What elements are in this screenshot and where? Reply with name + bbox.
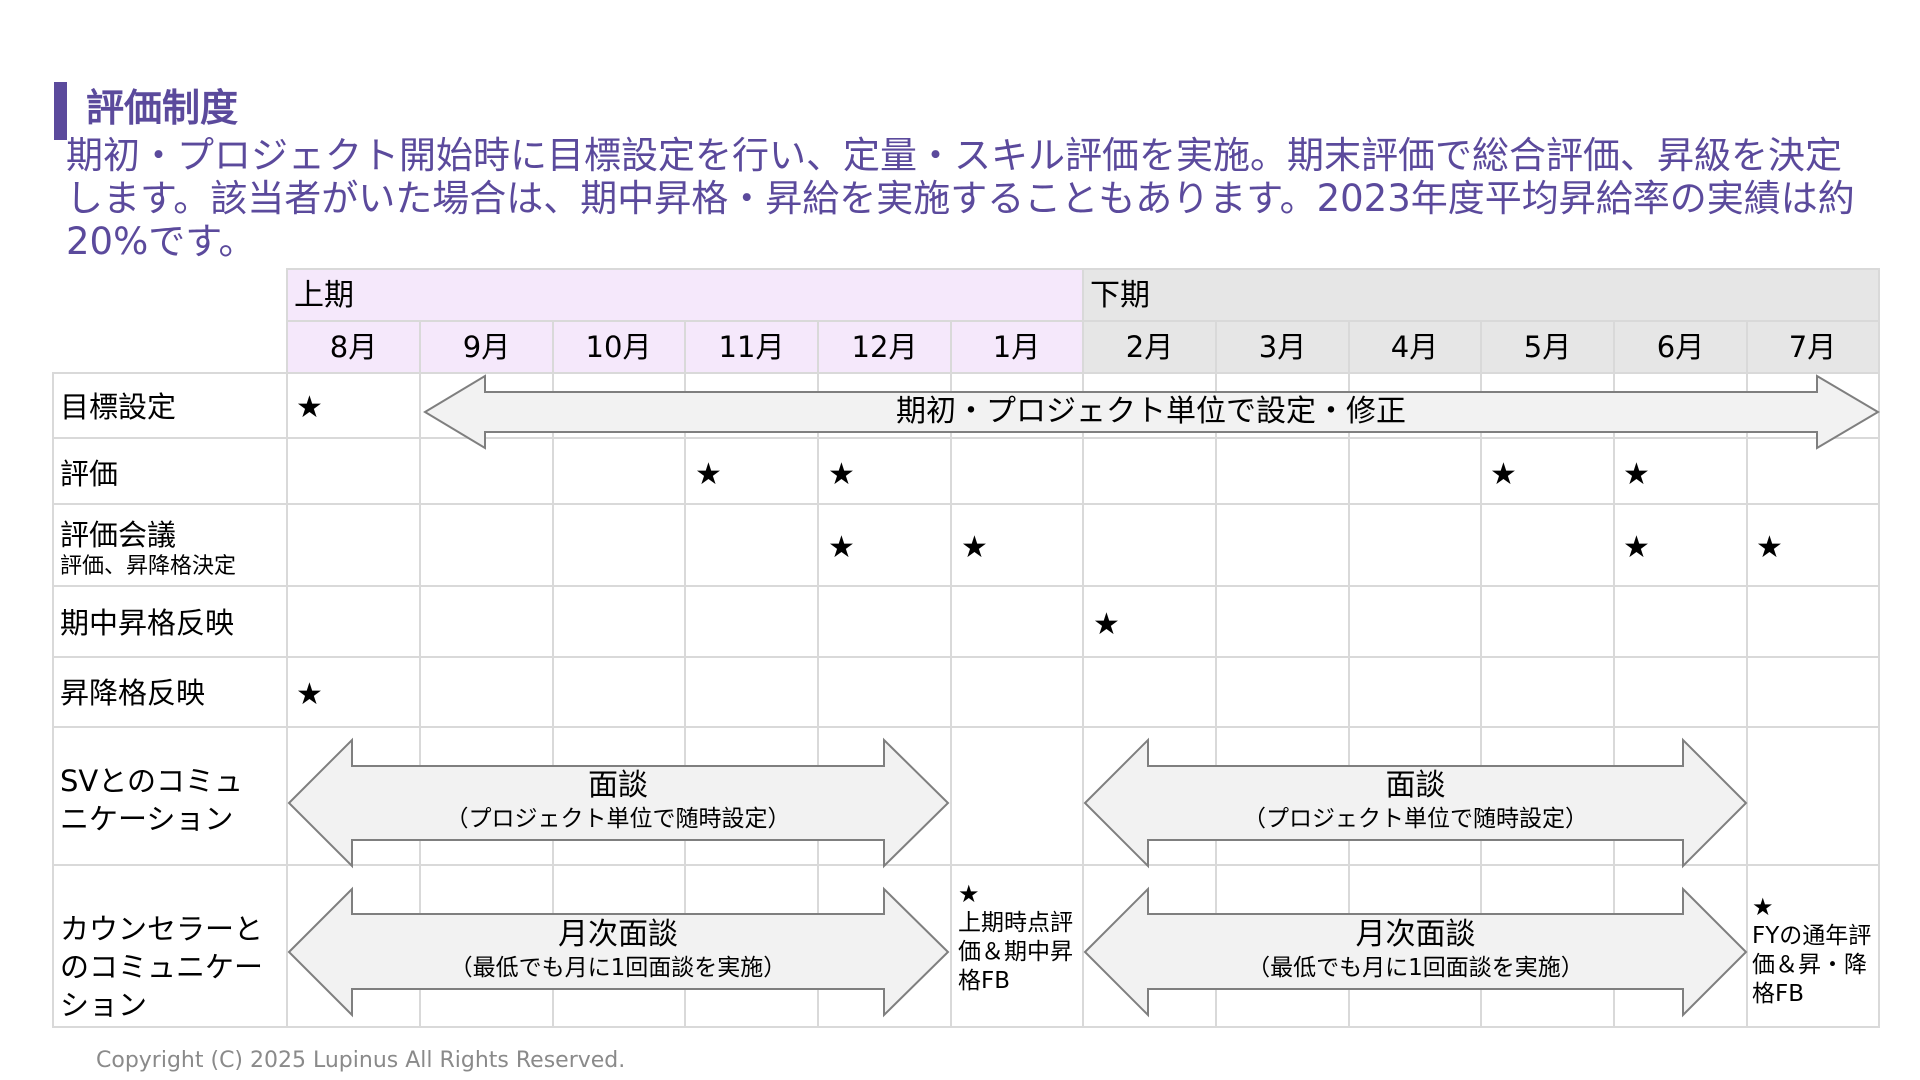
row-label-counselor-communication: カウンセラーとのコミュニケーション <box>60 912 264 1022</box>
sv-interview-label: 面談 <box>588 768 648 803</box>
page-title: 評価制度 <box>86 86 239 130</box>
row-label-evaluation-meeting: 評価会議 評価、昇降格決定 <box>60 516 236 580</box>
monthly-interview-sub-label: （最低でも月に1回面談を実施） <box>1247 955 1584 981</box>
counselor-second-half-arrow <box>1083 886 1748 1018</box>
row-label-evaluation-meeting-main: 評価会議 <box>60 518 177 552</box>
july-note: ★ FYの通年評価＆昇・降格FB <box>1752 893 1876 1009</box>
month-header: 9月 <box>462 330 511 364</box>
month-header: 6月 <box>1656 330 1705 364</box>
counselor-first-half-arrow <box>287 886 950 1018</box>
month-header: 5月 <box>1523 330 1572 364</box>
period-first-half: 上期 <box>294 278 354 313</box>
goal-setting-arrow <box>423 374 1880 450</box>
month-header: 10月 <box>585 330 652 364</box>
row-label-evaluation: 評価 <box>60 457 119 491</box>
star-marker: ★ <box>1756 530 1783 565</box>
sv-second-half-arrow <box>1083 737 1748 869</box>
copyright-text: Copyright (C) 2025 Lupinus All Rights Re… <box>96 1048 626 1073</box>
sv-interview-sub-label: （プロジェクト単位で随時設定） <box>445 806 791 832</box>
month-header: 1月 <box>992 330 1041 364</box>
month-header: 7月 <box>1788 330 1837 364</box>
counselor-second-half-arrow-label: 月次面談 （最低でも月に1回面談を実施） <box>1148 917 1683 983</box>
star-marker: ★ <box>1623 457 1650 492</box>
month-header: 4月 <box>1390 330 1439 364</box>
row-label-goal-setting: 目標設定 <box>60 390 177 424</box>
row-label-evaluation-meeting-sub: 評価、昇降格決定 <box>60 554 237 579</box>
title-accent-bar <box>54 82 67 140</box>
sv-first-half-arrow-label: 面談 （プロジェクト単位で随時設定） <box>352 768 884 834</box>
goal-setting-arrow-label: 期初・プロジェクト単位で設定・修正 <box>896 394 1406 429</box>
star-marker: ★ <box>1093 607 1120 642</box>
page-description: 期初・プロジェクト開始時に目標設定を行い、定量・スキル評価を実施。期末評価で総合… <box>66 134 1855 263</box>
monthly-interview-label: 月次面談 <box>1355 917 1476 952</box>
monthly-interview-sub-label: （最低でも月に1回面談を実施） <box>449 955 787 981</box>
counselor-first-half-arrow-label: 月次面談 （最低でも月に1回面談を実施） <box>352 917 884 983</box>
january-note-text: 上期時点評価＆期中昇格FB <box>958 910 1073 994</box>
sv-interview-sub-label: （プロジェクト単位で随時設定） <box>1243 806 1588 832</box>
star-marker: ★ <box>296 677 323 712</box>
sv-first-half-arrow <box>287 737 950 869</box>
january-note: ★ 上期時点評価＆期中昇格FB <box>958 880 1080 996</box>
sv-second-half-arrow-label: 面談 （プロジェクト単位で随時設定） <box>1148 768 1683 834</box>
row-label-sv-communication: SVとのコミュニケーション <box>60 764 243 836</box>
month-header: 3月 <box>1258 330 1307 364</box>
row-label-midterm-promotion: 期中昇格反映 <box>60 606 235 640</box>
month-header: 11月 <box>718 330 785 364</box>
star-marker: ★ <box>296 390 323 425</box>
period-second-half: 下期 <box>1090 278 1150 313</box>
sv-interview-label: 面談 <box>1385 768 1446 803</box>
star-marker: ★ <box>958 880 980 908</box>
star-marker: ★ <box>961 530 988 565</box>
star-marker: ★ <box>828 530 855 565</box>
month-header: 8月 <box>329 330 378 364</box>
row-label-promotion-demotion: 昇降格反映 <box>60 676 206 710</box>
monthly-interview-label: 月次面談 <box>558 917 678 952</box>
star-marker: ★ <box>828 457 855 492</box>
star-marker: ★ <box>1752 893 1774 921</box>
star-marker: ★ <box>695 457 722 492</box>
month-header: 12月 <box>851 330 918 364</box>
star-marker: ★ <box>1623 530 1650 565</box>
july-note-text: FYの通年評価＆昇・降格FB <box>1752 923 1872 1007</box>
month-header: 2月 <box>1125 330 1174 364</box>
star-marker: ★ <box>1490 457 1517 492</box>
